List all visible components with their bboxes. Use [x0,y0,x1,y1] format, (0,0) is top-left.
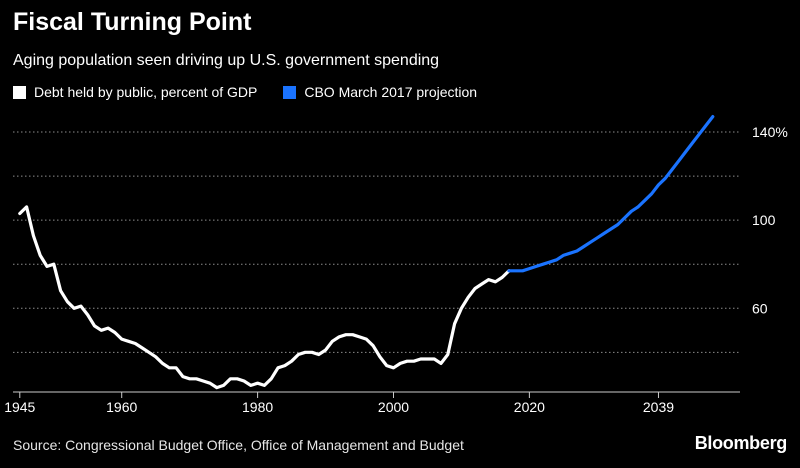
legend-swatch-projection [283,85,297,99]
y-tick-label-140: 140% [752,124,788,140]
x-tick-label-1960: 1960 [106,399,137,415]
x-tick-label-1945: 1945 [4,399,35,415]
legend-swatch-historical [13,85,26,99]
legend-item-projection: CBO March 2017 projection [283,84,477,100]
series-line-projection [507,114,715,273]
bloomberg-logo: Bloomberg [694,433,788,453]
x-tick-label-2000: 2000 [378,399,409,415]
y-tick-label-60: 60 [752,300,768,316]
legend-label-historical: Debt held by public, percent of GDP [34,84,258,100]
x-tick-label-2020: 2020 [514,399,545,415]
legend-label-projection: CBO March 2017 projection [304,84,478,100]
series-line-debt [18,205,511,390]
chart-subtitle: Aging population seen driving up U.S. go… [13,52,440,69]
source-note: Source: Congressional Budget Office, Off… [13,437,464,453]
x-tick-label-1980: 1980 [242,399,273,415]
y-tick-label-100: 100 [752,212,776,228]
x-tick-label-2039: 2039 [643,399,674,415]
legend: Debt held by public, percent of GDP CBO … [13,84,503,100]
chart-title: Fiscal Turning Point [13,8,252,36]
legend-item-historical: Debt held by public, percent of GDP [13,84,257,100]
